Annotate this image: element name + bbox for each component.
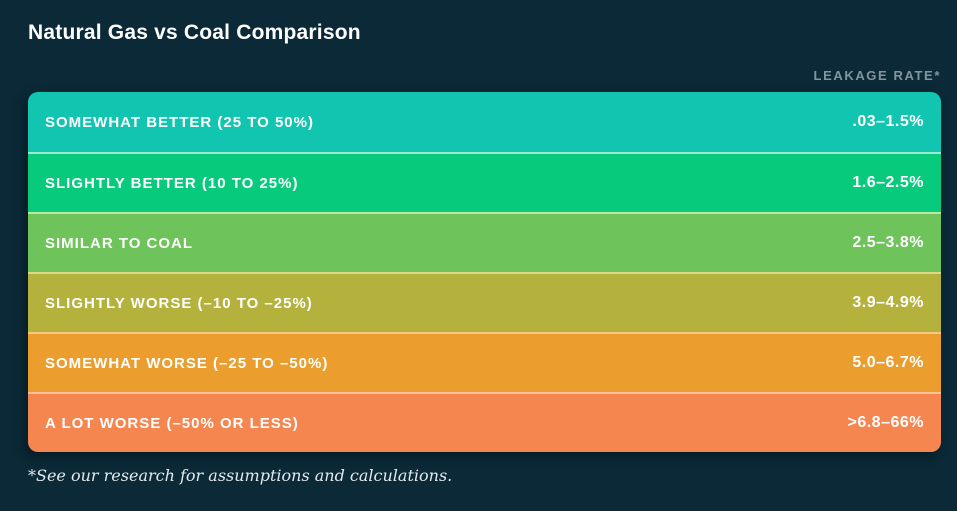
- row-value: >6.8–66%: [847, 414, 924, 432]
- row-value: 3.9–4.9%: [852, 294, 924, 312]
- row-value: 2.5–3.8%: [852, 234, 924, 252]
- row-label: SLIGHTLY WORSE (–10 TO –25%): [45, 294, 313, 312]
- row-value: 5.0–6.7%: [852, 354, 924, 372]
- leakage-rate-column-header: LEAKAGE RATE*: [813, 68, 941, 84]
- row-label: SIMILAR TO COAL: [45, 234, 194, 252]
- table-row-slightly-better: SLIGHTLY BETTER (10 TO 25%) 1.6–2.5%: [28, 152, 941, 213]
- table-row-somewhat-better: SOMEWHAT BETTER (25 TO 50%) .03–1.5%: [28, 92, 941, 153]
- row-label: SOMEWHAT BETTER (25 TO 50%): [45, 113, 314, 131]
- comparison-table: SOMEWHAT BETTER (25 TO 50%) .03–1.5% SLI…: [28, 92, 941, 453]
- footnote: *See our research for assumptions and ca…: [28, 466, 453, 486]
- table-row-a-lot-worse: A LOT WORSE (–50% OR LESS) >6.8–66%: [28, 392, 941, 453]
- row-value: 1.6–2.5%: [852, 174, 924, 192]
- row-label: SLIGHTLY BETTER (10 TO 25%): [45, 174, 299, 192]
- row-label: A LOT WORSE (–50% OR LESS): [45, 414, 299, 432]
- row-label: SOMEWHAT WORSE (–25 TO –50%): [45, 354, 329, 372]
- page-title: Natural Gas vs Coal Comparison: [28, 21, 361, 44]
- table-row-similar-to-coal: SIMILAR TO COAL 2.5–3.8%: [28, 212, 941, 273]
- table-row-slightly-worse: SLIGHTLY WORSE (–10 TO –25%) 3.9–4.9%: [28, 272, 941, 333]
- table-row-somewhat-worse: SOMEWHAT WORSE (–25 TO –50%) 5.0–6.7%: [28, 332, 941, 393]
- row-value: .03–1.5%: [852, 113, 924, 131]
